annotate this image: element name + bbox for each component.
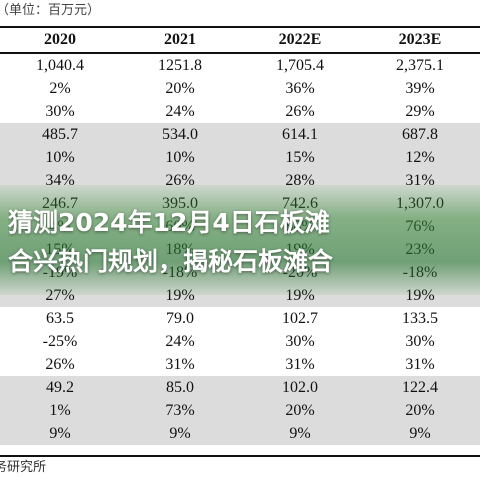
source-note: 务研究所 (0, 458, 480, 480)
table-cell: 9% (240, 422, 360, 445)
table-cell: 1% (0, 399, 120, 422)
column-header: 2022E (240, 28, 360, 54)
table-cell: 9% (360, 422, 480, 445)
table-row: -25% 24% 30% 30% (0, 330, 480, 353)
table-cell: 1251.8 (158, 57, 202, 74)
table-cell: 1,705.4 (276, 57, 324, 74)
table-row: 63.5 79.0 102.7 133.5 (0, 307, 480, 330)
headline-line-1: 猜测2024年12月4日石板滩 (8, 208, 330, 237)
bottom-rule (0, 455, 480, 457)
headline-overlay[interactable]: 猜测2024年12月4日石板滩 合兴热门规划，揭秘石板滩合 (8, 203, 480, 281)
table-cell: 20% (240, 399, 360, 422)
table-cell: 73% (120, 399, 240, 422)
table-cell: 24% (165, 103, 195, 120)
table-header-row: 2020 2021 2022E 2023E (0, 28, 480, 54)
table-cell: 26% (45, 356, 75, 373)
table-cell: 85.0 (120, 376, 240, 399)
table-cell: 10% (0, 146, 120, 169)
table-cell: 15% (240, 146, 360, 169)
table-cell: 79.0 (166, 310, 194, 327)
unit-label-text: （单位：百万元） (0, 3, 101, 18)
table-cell: 12% (360, 146, 480, 169)
top-rule (0, 26, 480, 28)
table-row: 30% 24% 26% 29% (0, 100, 480, 123)
table-cell: 102.0 (240, 376, 360, 399)
table-cell: 20% (165, 80, 195, 97)
table-row: 1,040.4 1251.8 1,705.4 2,375.1 (0, 53, 480, 77)
table-cell: 31% (165, 356, 195, 373)
table-cell: 31% (405, 356, 435, 373)
table-cell: 63.5 (46, 310, 74, 327)
table-cell: 31% (285, 356, 315, 373)
table-cell: 2,375.1 (396, 57, 444, 74)
headline-line-2: 合兴热门规划，揭秘石板滩合 (8, 247, 334, 276)
table-row: 1% 73% 20% 20% (0, 399, 480, 422)
table-cell: -25% (42, 333, 78, 350)
table-cell: 614.1 (240, 123, 360, 146)
table-cell: 133.5 (402, 310, 438, 327)
table-cell: 102.7 (282, 310, 318, 327)
table-row: 10% 10% 15% 12% (0, 146, 480, 169)
table-cell: 29% (405, 103, 435, 120)
table-cell: 9% (120, 422, 240, 445)
table-cell: 687.8 (360, 123, 480, 146)
table-cell: 49.2 (0, 376, 120, 399)
table-row: 485.7 534.0 614.1 687.8 (0, 123, 480, 146)
unit-label: （单位：百万元） (0, 0, 480, 24)
table-cell: 30% (285, 333, 315, 350)
column-header: 2021 (120, 28, 240, 54)
table-cell: 485.7 (0, 123, 120, 146)
table-cell: 39% (405, 80, 435, 97)
table-cell: 1,040.4 (36, 57, 84, 74)
table-cell: 30% (45, 103, 75, 120)
table-row: 9% 9% 9% 9% (0, 422, 480, 445)
table-cell: 24% (165, 333, 195, 350)
source-text: 务研究所 (0, 460, 47, 475)
table-cell: 26% (285, 103, 315, 120)
table-row: 2% 20% 36% 39% (0, 77, 480, 100)
column-header: 2020 (0, 28, 120, 54)
table-row: 26% 31% 31% 31% (0, 353, 480, 376)
table-cell: 30% (405, 333, 435, 350)
table-row: 49.2 85.0 102.0 122.4 (0, 376, 480, 399)
table-cell: 534.0 (120, 123, 240, 146)
table-cell: 122.4 (360, 376, 480, 399)
table-cell: 36% (285, 80, 315, 97)
table-cell: 10% (120, 146, 240, 169)
headline-overlay-band (0, 185, 480, 295)
table-cell: 9% (0, 422, 120, 445)
table-cell: 2% (49, 80, 71, 97)
table-cell: 20% (360, 399, 480, 422)
column-header: 2023E (360, 28, 480, 54)
